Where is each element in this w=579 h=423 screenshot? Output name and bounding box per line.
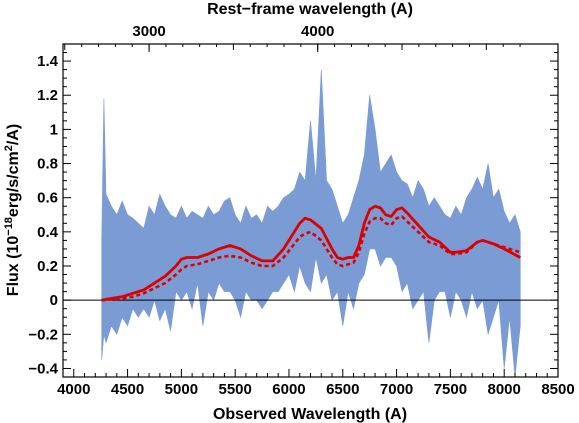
y-tick-label: 0.4 xyxy=(37,224,59,241)
y-axis-title-part-2: erg/s/cm xyxy=(5,151,22,217)
flux-noise-band xyxy=(101,69,521,378)
x-tick-label: 7000 xyxy=(380,381,413,398)
x-tick-label: 8500 xyxy=(541,381,574,398)
y-tick-label: 0.2 xyxy=(37,258,58,275)
y-tick-label: 1.4 xyxy=(37,53,59,70)
y-axis-title: Flux (10−18erg/s/cm2/A) xyxy=(3,124,22,296)
plot-layer xyxy=(63,69,558,378)
x-tick-label: 7500 xyxy=(434,381,467,398)
y-tick-label: 0.8 xyxy=(37,156,58,173)
x-axis-title: Observed Wavelength (A) xyxy=(213,406,407,423)
y-tick-label: −0.2 xyxy=(28,326,58,343)
y-tick-label: 1.2 xyxy=(37,87,58,104)
x-tick-label: 4500 xyxy=(111,381,144,398)
axes-layer: 4000 4500 5000 5500 6000 6500 7000 7500 8000 8500… xyxy=(28,23,574,398)
model-line-dotted xyxy=(101,215,521,302)
y-axis-title-part-1: Flux (10 xyxy=(5,236,22,297)
y-tick-label: 0 xyxy=(50,292,58,309)
top-axis-title: Rest−frame wavelength (A) xyxy=(207,1,413,18)
x-tick-label: 4000 xyxy=(57,381,90,398)
y-tick-label: 0.6 xyxy=(37,190,58,207)
x-tick-label: 6000 xyxy=(272,381,305,398)
y-tick-label: −0.4 xyxy=(28,360,58,377)
y-axis-title-square: 2 xyxy=(3,145,15,151)
top-tick-label: 3000 xyxy=(132,23,165,40)
x-tick-label: 5000 xyxy=(165,381,198,398)
x-tick-label: 8000 xyxy=(488,381,521,398)
y-axis-title-exponent: −18 xyxy=(3,217,15,236)
top-tick-label: 4000 xyxy=(301,23,334,40)
model-line-solid xyxy=(101,204,521,302)
x-tick-label: 5500 xyxy=(218,381,251,398)
y-axis-title-part-3: /A) xyxy=(5,124,22,145)
y-tick-label: 1 xyxy=(50,121,58,138)
x-tick-label: 6500 xyxy=(326,381,359,398)
